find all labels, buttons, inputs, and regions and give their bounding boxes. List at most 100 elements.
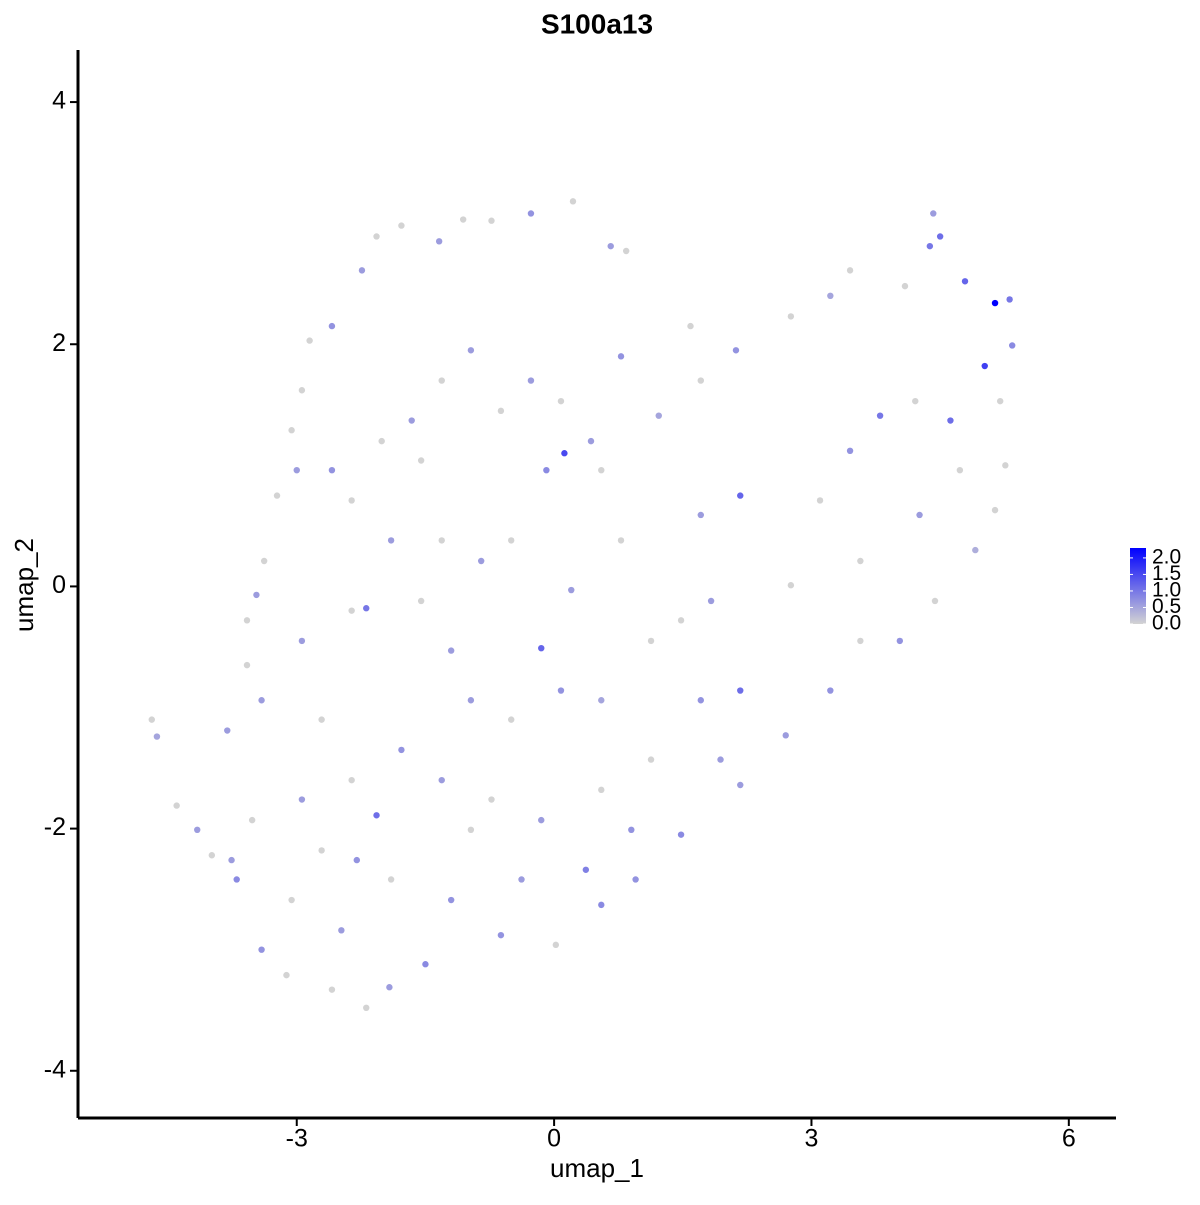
point (647, 637, 655, 645)
point (298, 387, 306, 394)
point (552, 941, 560, 949)
point (732, 347, 740, 354)
point (318, 716, 325, 723)
point (936, 233, 944, 240)
point (930, 210, 937, 217)
point (398, 746, 405, 754)
point (677, 617, 685, 624)
point (956, 466, 964, 474)
point (293, 466, 300, 474)
point (373, 233, 380, 240)
point (348, 497, 355, 504)
point (387, 876, 395, 883)
point (477, 557, 485, 565)
y-axis-label: umap_2 (9, 538, 39, 632)
point (353, 856, 361, 864)
chart-title: S100a13 (541, 8, 653, 39)
point (447, 647, 455, 654)
point (737, 492, 744, 499)
point (467, 347, 475, 354)
point (497, 407, 505, 415)
point (916, 511, 923, 519)
point (283, 971, 290, 979)
point (617, 353, 625, 360)
point (417, 597, 425, 605)
point (587, 437, 595, 445)
point (647, 756, 655, 763)
point (208, 852, 216, 859)
point (876, 412, 884, 419)
point (508, 537, 515, 544)
point (248, 816, 256, 824)
point (697, 511, 704, 519)
point (438, 377, 445, 384)
y-tick-label: 0 (52, 571, 66, 599)
point (508, 716, 515, 723)
point (386, 984, 393, 991)
point (947, 417, 954, 424)
point (737, 781, 744, 789)
colorbar-tick-label: 1.0 (1152, 579, 1181, 602)
point (598, 466, 605, 474)
colorbar-tick-label: 1.5 (1152, 562, 1181, 585)
point (298, 637, 306, 645)
point (328, 322, 336, 330)
point (961, 278, 969, 285)
point (435, 238, 443, 245)
point (338, 927, 345, 934)
y-tick-label: -4 (44, 1055, 66, 1083)
point (288, 427, 295, 434)
point (488, 796, 495, 803)
point (258, 946, 265, 953)
point (677, 831, 685, 838)
point (422, 961, 429, 968)
y-tick-label: -2 (44, 813, 66, 841)
point (527, 210, 535, 217)
point (857, 637, 864, 645)
y-tick-label: 2 (52, 329, 66, 357)
point (991, 299, 999, 307)
point (787, 582, 795, 589)
point (901, 282, 909, 290)
point (438, 776, 445, 784)
point (527, 377, 535, 384)
point (846, 447, 854, 455)
point (243, 617, 251, 624)
point (348, 776, 355, 784)
x-axis-label: umap_1 (550, 1153, 644, 1183)
point (328, 466, 336, 474)
point (243, 661, 251, 669)
colorbar (1130, 548, 1146, 624)
point (896, 637, 904, 645)
point (194, 826, 201, 834)
point (582, 866, 590, 873)
point (363, 605, 370, 612)
point (373, 812, 380, 819)
point (173, 802, 180, 809)
point (417, 457, 425, 464)
point (996, 397, 1004, 405)
point (697, 377, 704, 384)
point (655, 412, 662, 419)
point (981, 362, 988, 370)
point (153, 733, 161, 740)
point (306, 337, 313, 344)
point (827, 687, 834, 694)
point (782, 732, 789, 739)
point (459, 216, 467, 223)
point (398, 222, 405, 229)
point (707, 597, 715, 605)
colorbar-tick-label: 2.0 (1152, 545, 1181, 568)
point (288, 896, 295, 904)
point (467, 697, 475, 704)
point (569, 198, 577, 205)
point (1002, 462, 1009, 469)
point (717, 756, 724, 763)
point (827, 292, 834, 300)
point (363, 1004, 370, 1012)
point (697, 697, 704, 704)
point (273, 492, 281, 499)
point (687, 322, 694, 330)
point (318, 847, 325, 854)
point (543, 466, 550, 474)
